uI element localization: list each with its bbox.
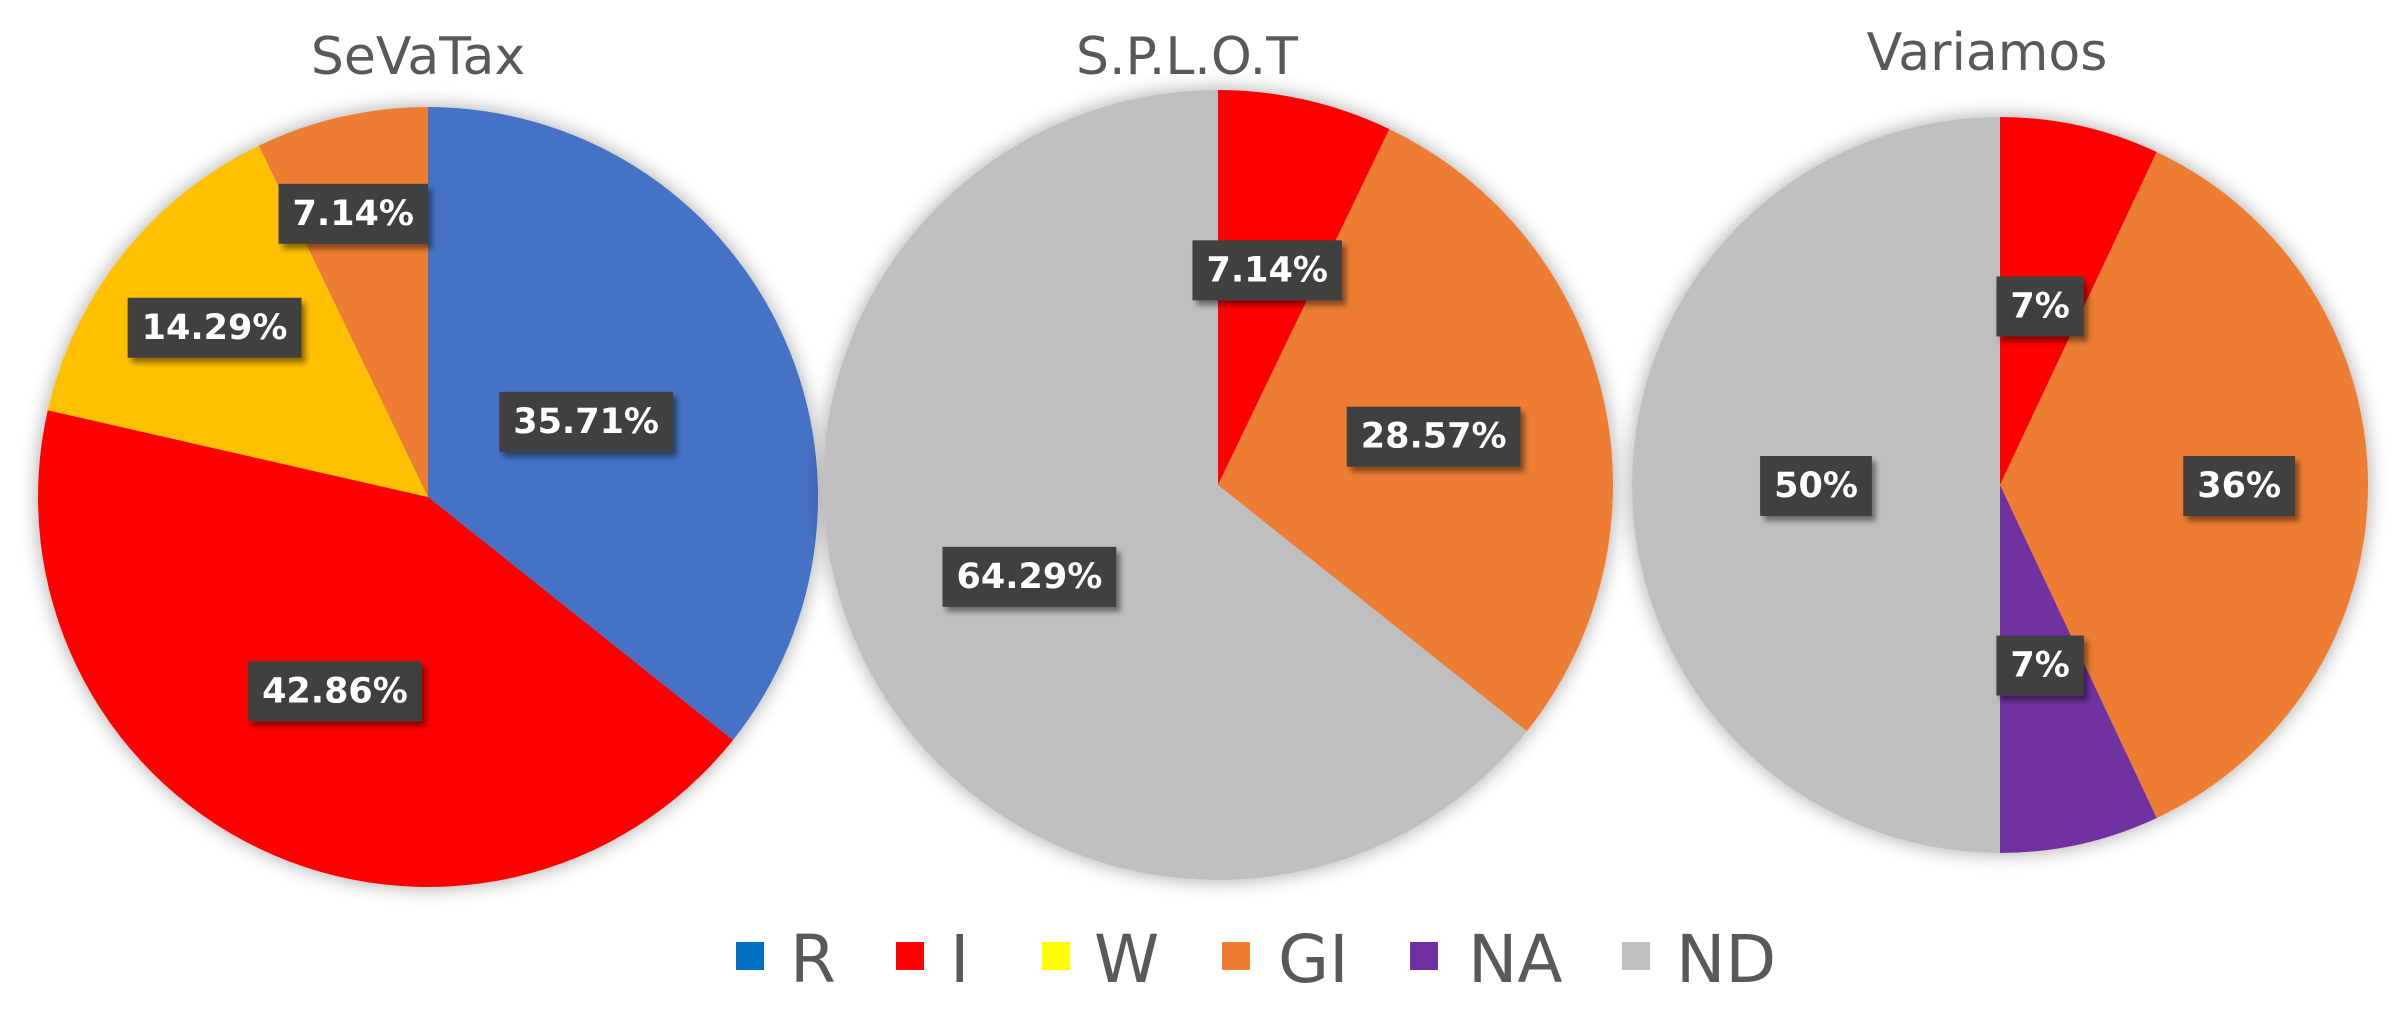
data-label-text: 50% — [1774, 466, 1858, 506]
data-label-w: 14.29% — [127, 297, 302, 358]
data-label-i: 7.14% — [1192, 240, 1342, 301]
data-label-text: 36% — [2197, 466, 2281, 506]
legend-swatch-nd — [1622, 942, 1650, 970]
data-label-text: 7.14% — [1206, 250, 1327, 290]
data-label-gi: 36% — [2183, 456, 2296, 516]
legend-label-nd: ND — [1676, 921, 1776, 998]
data-label-i: 42.86% — [248, 661, 422, 722]
legend-label-w: W — [1094, 921, 1159, 998]
data-label-i: 7% — [1996, 276, 2084, 337]
data-label-gi: 28.57% — [1346, 406, 1521, 467]
data-label-box — [1760, 456, 1872, 516]
data-label-text: 14.29% — [142, 308, 288, 348]
data-label-box — [499, 391, 674, 452]
data-label-text: 7.14% — [293, 194, 414, 234]
data-label-box — [1346, 406, 1521, 467]
data-label-text: 7% — [2010, 286, 2069, 326]
data-label-box — [942, 546, 1117, 607]
pie-chart-variamos: 7% 36% 7% 50% — [1632, 117, 2368, 853]
data-label-box — [278, 183, 428, 244]
chart-title-variamos: Variamos — [1867, 23, 2108, 83]
legend-swatch-gi — [1222, 942, 1250, 970]
data-label-text: 7% — [2010, 646, 2069, 686]
legend-label-na: NA — [1468, 921, 1563, 998]
data-label-box — [1996, 276, 2084, 337]
data-label-nd: 50% — [1760, 456, 1872, 516]
pie-slice-i — [37, 410, 733, 888]
data-label-gi: 7.14% — [278, 183, 428, 244]
pie-slices — [823, 90, 1613, 880]
legend-label-gi: GI — [1278, 921, 1349, 998]
legend-swatch-w — [1042, 942, 1070, 970]
pie-slice-nd — [823, 90, 1527, 880]
legend-label-i: I — [950, 921, 969, 998]
data-label-text: 42.86% — [262, 671, 408, 711]
data-label-box — [127, 297, 302, 358]
data-label-text: 28.57% — [1361, 417, 1507, 457]
legend: R I W GI NA ND — [736, 921, 1776, 998]
data-label-box — [2183, 456, 2296, 516]
data-label-text: 35.71% — [513, 402, 659, 442]
legend-label-r: R — [790, 921, 836, 998]
legend-swatch-na — [1410, 942, 1438, 970]
data-label-box — [1996, 635, 2084, 696]
data-label-text: 64.29% — [957, 557, 1103, 597]
legend-swatch-r — [736, 942, 764, 970]
data-label-box — [248, 661, 422, 722]
data-label-na: 7% — [1996, 635, 2084, 696]
data-label-box — [1192, 240, 1342, 301]
pie-chart-sevatax: 35.71% 42.86% 14.29% 7.14% — [37, 107, 819, 888]
legend-swatch-i — [896, 942, 924, 970]
pie-chart-splot: 7.14% 28.57% 64.29% — [823, 90, 1613, 880]
data-label-r: 35.71% — [499, 391, 674, 452]
data-label-nd: 64.29% — [942, 546, 1117, 607]
pie-slices — [37, 107, 819, 888]
chart-title-splot: S.P.L.O.T — [1076, 27, 1298, 87]
chart-title-sevatax: SeVaTax — [311, 27, 525, 87]
